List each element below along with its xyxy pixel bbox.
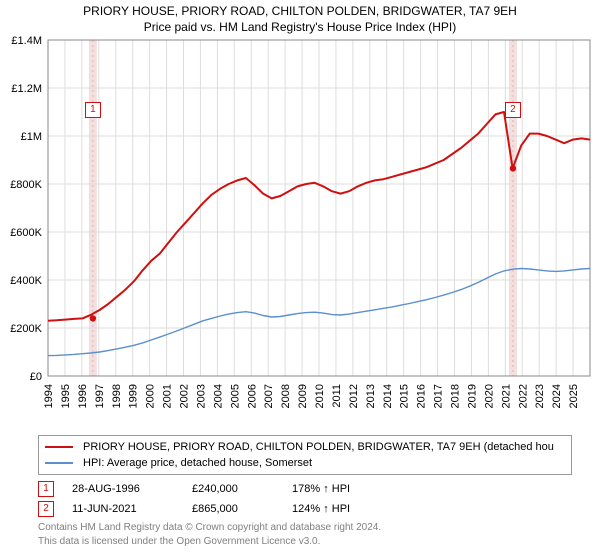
x-tick-label: 2005 <box>229 384 241 408</box>
y-tick-label: £600K <box>10 227 42 239</box>
y-tick-label: £1M <box>21 131 42 143</box>
chart-svg: £0 £200K £400K £600K £800K £1M £1.2M £1.4M 1994 1… <box>0 36 600 431</box>
y-tick-label: £400K <box>10 275 42 287</box>
y-tick-label: £1.4M <box>11 36 42 47</box>
x-tick-label: 2008 <box>280 384 292 408</box>
marker-label: 2 <box>505 102 521 118</box>
y-tick-label: £800K <box>10 179 42 191</box>
chart-title: PRIORY HOUSE, PRIORY ROAD, CHILTON POLDE… <box>0 4 600 18</box>
annotation-price: £240,000 <box>192 483 292 495</box>
x-tick-label: 2000 <box>145 384 157 408</box>
footer-attribution: Contains HM Land Registry data © Crown c… <box>38 521 572 548</box>
legend-item: PRIORY HOUSE, PRIORY ROAD, CHILTON POLDE… <box>45 439 565 455</box>
x-tick-label: 2022 <box>517 384 529 408</box>
x-tick-label: 2004 <box>212 384 224 408</box>
annotation-date: 11-JUN-2021 <box>72 503 192 515</box>
chart-subtitle: Price paid vs. HM Land Registry's House … <box>0 20 600 34</box>
y-tick-label: £0 <box>30 371 42 383</box>
legend-swatch <box>45 446 73 448</box>
x-tick-label: 2025 <box>568 384 580 408</box>
annotation-price: £865,000 <box>192 503 292 515</box>
annotation-row: 2 11-JUN-2021£865,000124% ↑ HPI <box>38 501 572 517</box>
x-tick-label: 2016 <box>416 384 428 408</box>
x-tick-label: 2002 <box>179 384 191 408</box>
x-tick-label: 2020 <box>483 384 495 408</box>
footer-line: Contains HM Land Registry data © Crown c… <box>38 521 572 535</box>
annotation-marker: 1 <box>38 481 54 497</box>
x-tick-label: 2012 <box>348 384 360 408</box>
x-tick-label: 2013 <box>365 384 377 408</box>
legend-item: HPI: Average price, detached house, Some… <box>45 455 565 471</box>
annotation-marker: 2 <box>38 501 54 517</box>
x-tick-label: 1999 <box>128 384 140 408</box>
y-tick-label: £200K <box>10 323 42 335</box>
annotation-row: 1 28-AUG-1996£240,000178% ↑ HPI <box>38 481 572 497</box>
x-tick-label: 1997 <box>94 384 106 408</box>
x-tick-label: 2015 <box>399 384 411 408</box>
x-tick-label: 2011 <box>331 384 343 408</box>
x-tick-label: 2017 <box>433 384 445 408</box>
annotation-pct: 178% ↑ HPI <box>292 483 402 495</box>
x-tick-label: 2001 <box>162 384 174 408</box>
x-tick-label: 2009 <box>297 384 309 408</box>
x-tick-label: 2018 <box>450 384 462 408</box>
x-tick-label: 2021 <box>500 384 512 408</box>
marker-label: 1 <box>85 102 101 118</box>
annotation-pct: 124% ↑ HPI <box>292 503 402 515</box>
x-tick-label: 2006 <box>246 384 258 408</box>
marker-dot <box>90 315 96 321</box>
x-tick-label: 2023 <box>534 384 546 408</box>
x-tick-label: 2003 <box>195 384 207 408</box>
footer-line: This data is licensed under the Open Gov… <box>38 535 572 549</box>
x-tick-label: 1998 <box>111 384 123 408</box>
annotation-table: 1 28-AUG-1996£240,000178% ↑ HPI 2 11-JUN-20… <box>38 481 572 517</box>
x-tick-label: 1995 <box>60 384 72 408</box>
x-tick-label: 2007 <box>263 384 275 408</box>
legend-swatch <box>45 462 73 464</box>
x-tick-label: 2014 <box>382 384 394 408</box>
marker-dot <box>510 165 516 171</box>
legend-label: PRIORY HOUSE, PRIORY ROAD, CHILTON POLDE… <box>83 441 554 453</box>
x-tick-label: 2019 <box>466 384 478 408</box>
y-tick-label: £1.2M <box>11 83 42 95</box>
chart-area: £0 £200K £400K £600K £800K £1M £1.2M £1.4M 1994 1… <box>0 36 600 431</box>
x-tick-label: 1996 <box>77 384 89 408</box>
x-tick-label: 2010 <box>314 384 326 408</box>
annotation-date: 28-AUG-1996 <box>72 483 192 495</box>
legend-label: HPI: Average price, detached house, Some… <box>83 457 312 469</box>
legend: PRIORY HOUSE, PRIORY ROAD, CHILTON POLDE… <box>38 435 572 475</box>
x-tick-label: 1994 <box>43 384 55 408</box>
x-tick-label: 2024 <box>551 384 563 408</box>
